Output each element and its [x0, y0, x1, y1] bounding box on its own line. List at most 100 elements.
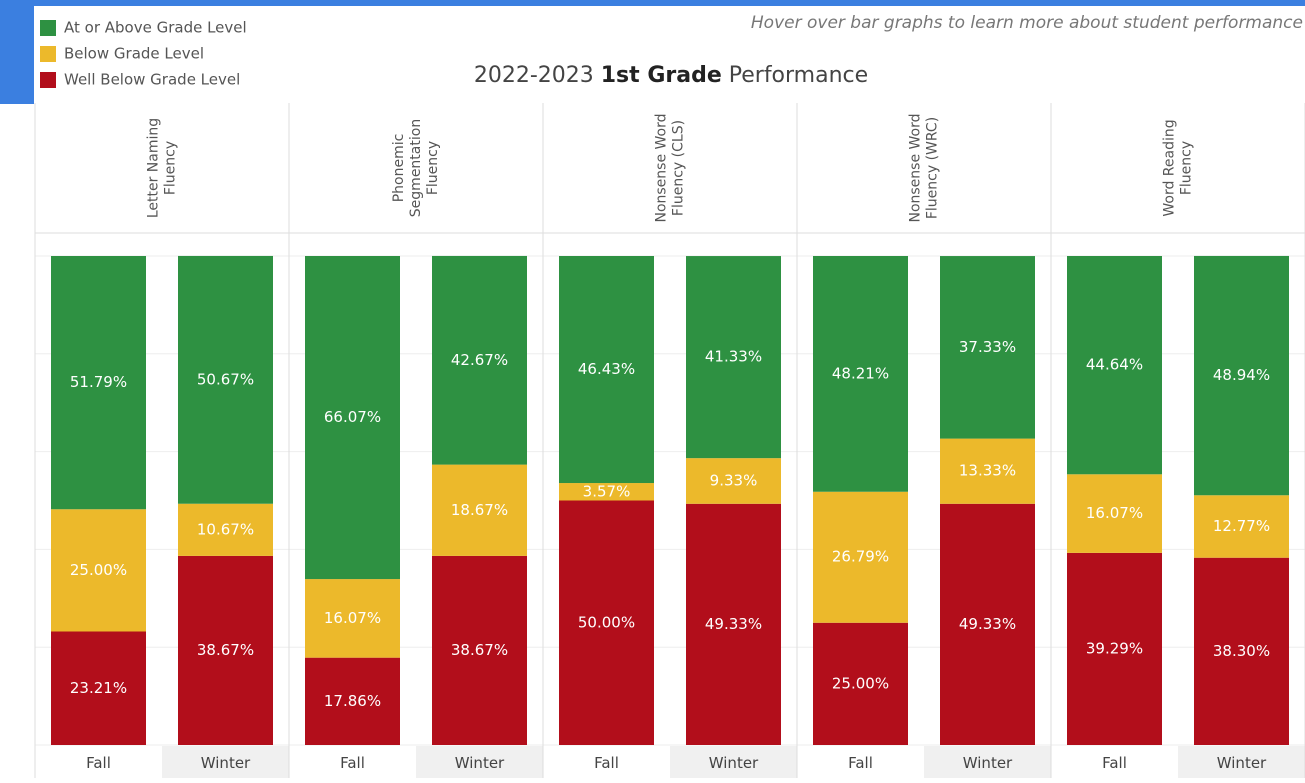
category-bg	[162, 746, 289, 778]
value-label: 16.07%	[324, 609, 381, 627]
value-label: 9.33%	[710, 471, 758, 489]
value-label: 49.33%	[959, 615, 1016, 633]
panel-header: Nonsense Word	[908, 113, 924, 222]
legend-label: At or Above Grade Level	[64, 19, 247, 37]
panel-header: Word Reading	[1162, 119, 1178, 216]
bar-segment	[813, 622, 908, 745]
value-label: 18.67%	[451, 501, 508, 519]
bar-segment	[51, 509, 146, 632]
panel-header: Phonemic	[391, 134, 407, 203]
bar-segment	[940, 503, 1035, 745]
value-label: 41.33%	[705, 348, 762, 366]
bar-segment	[51, 631, 146, 745]
bar-segment	[559, 256, 654, 484]
panel-header: Nonsense Word	[654, 113, 670, 222]
value-label: 50.67%	[197, 370, 254, 388]
value-label: 10.67%	[197, 520, 254, 538]
panel-header: Fluency (CLS)	[671, 120, 687, 216]
panel-header: Fluency	[425, 141, 441, 195]
bar-segment	[1067, 552, 1162, 745]
value-label: 38.67%	[197, 641, 254, 659]
panel-header: Fluency	[163, 141, 179, 195]
bar-segment	[432, 255, 527, 465]
bar-segment	[1194, 495, 1289, 558]
x-tick-label: Fall	[86, 754, 111, 772]
x-tick-label: Fall	[594, 754, 619, 772]
bar-segment	[686, 256, 781, 459]
value-label: 23.21%	[70, 679, 127, 697]
value-label: 42.67%	[451, 351, 508, 369]
x-tick-label: Winter	[455, 754, 505, 772]
bar-segment	[178, 503, 273, 556]
category-bg	[924, 746, 1051, 778]
value-label: 49.33%	[705, 615, 762, 633]
bar-segment	[178, 255, 273, 504]
legend-swatch	[40, 46, 56, 62]
x-tick-label: Winter	[709, 754, 759, 772]
bar-segment	[432, 464, 527, 556]
bar-segment	[940, 438, 1035, 504]
value-label: 44.64%	[1086, 356, 1143, 374]
value-label: 37.33%	[959, 338, 1016, 356]
bar-segment	[559, 500, 654, 745]
bar-segment	[305, 256, 400, 580]
title-prefix: 2022-2023	[474, 63, 594, 88]
title-emphasis: 1st Grade	[601, 63, 722, 88]
value-label: 26.79%	[832, 548, 889, 566]
value-label: 25.00%	[832, 674, 889, 692]
bar-segment	[686, 503, 781, 745]
frame-left	[0, 0, 34, 104]
value-label: 16.07%	[1086, 504, 1143, 522]
value-label: 39.29%	[1086, 639, 1143, 657]
chart-title: 2022-2023 1st Grade Performance	[474, 63, 868, 88]
x-tick-label: Fall	[1102, 754, 1127, 772]
bar-segment	[305, 657, 400, 745]
value-label: 25.00%	[70, 561, 127, 579]
x-tick-label: Fall	[848, 754, 873, 772]
category-bg	[670, 746, 797, 778]
bar-segment	[51, 256, 146, 510]
panel-header: Fluency (WRC)	[925, 117, 941, 219]
title-suffix: Performance	[729, 63, 868, 88]
value-label: 3.57%	[583, 482, 631, 500]
value-label: 46.43%	[578, 360, 635, 378]
hover-note: Hover over bar graphs to learn more abou…	[751, 13, 1303, 33]
x-tick-label: Winter	[963, 754, 1013, 772]
bar-segment	[686, 458, 781, 504]
legend-label: Below Grade Level	[64, 45, 204, 63]
bar-segment	[813, 491, 908, 623]
x-tick-label: Fall	[340, 754, 365, 772]
legend-label: Well Below Grade Level	[64, 71, 240, 89]
value-label: 17.86%	[324, 692, 381, 710]
x-tick-label: Winter	[201, 754, 251, 772]
bar-segment	[1194, 255, 1289, 496]
value-label: 13.33%	[959, 462, 1016, 480]
value-label: 50.00%	[578, 613, 635, 631]
value-label: 48.21%	[832, 364, 889, 382]
bar-segment	[432, 555, 527, 745]
bar-segment	[940, 256, 1035, 439]
bar-segment	[1194, 557, 1289, 745]
panel-header: Letter Naming	[146, 118, 162, 218]
category-bg	[416, 746, 543, 778]
bar-segment	[813, 256, 908, 492]
bar-segment	[1067, 474, 1162, 553]
bar-segment	[178, 555, 273, 745]
value-label: 48.94%	[1213, 366, 1270, 384]
value-label: 12.77%	[1213, 517, 1270, 535]
frame-top	[0, 0, 1305, 6]
legend-swatch	[40, 72, 56, 88]
x-tick-label: Winter	[1217, 754, 1267, 772]
bar-segment	[305, 579, 400, 658]
bar-segment	[1067, 256, 1162, 475]
category-bg	[1178, 746, 1305, 778]
value-label: 51.79%	[70, 373, 127, 391]
value-label: 38.67%	[451, 641, 508, 659]
bar-segment	[559, 483, 654, 501]
panel-header: Segmentation	[408, 119, 424, 217]
value-label: 38.30%	[1213, 642, 1270, 660]
value-label: 66.07%	[324, 408, 381, 426]
panel-header: Fluency	[1179, 141, 1195, 195]
